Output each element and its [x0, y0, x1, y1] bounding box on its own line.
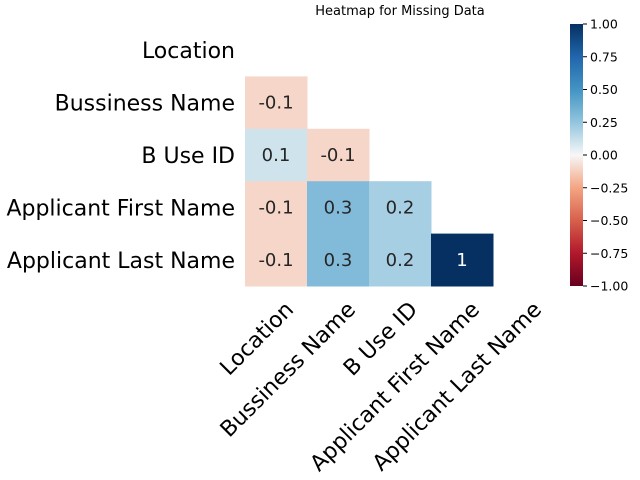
cell-value-label: 0.2: [386, 250, 415, 271]
row-label: Applicant First Name: [6, 196, 235, 221]
colorbar-tick-label: −0.75: [590, 246, 628, 261]
heatmap-cell: [307, 233, 370, 287]
heatmap-cell: [307, 128, 370, 182]
colorbar-tick-label: 0.75: [590, 49, 618, 64]
cell-value-label: 0.3: [324, 197, 353, 218]
heatmap-cells: -0.1 0.1 -0.1 -0.1 0.3 0.2 -0.1 0.3 0.2 1: [245, 76, 494, 287]
colorbar-tick-label: 0.50: [590, 82, 618, 97]
cell-value-label: 1: [456, 250, 467, 271]
cell-value-label: -0.1: [320, 145, 355, 166]
row-labels: Location Bussiness Name B Use ID Applicant …: [6, 39, 235, 274]
heatmap-cell: [369, 233, 432, 287]
row-label: Bussiness Name: [55, 92, 235, 117]
chart-title: Heatmap for Missing Data: [315, 4, 485, 19]
colorbar-tick-label: −1.00: [590, 279, 628, 294]
heatmap-cell: [245, 181, 308, 235]
heatmap-cell: [369, 181, 432, 235]
heatmap-cell: [245, 76, 308, 130]
cell-value-label: 0.3: [324, 250, 353, 271]
cell-value-label: 0.2: [386, 197, 415, 218]
colorbar-tick-label: 0.25: [590, 115, 618, 130]
row-label: Applicant Last Name: [7, 249, 235, 274]
cell-value-label: -0.1: [258, 93, 293, 114]
colorbar-tick-label: −0.50: [590, 213, 628, 228]
heatmap-cell: [431, 233, 494, 287]
colorbar-gradient: [570, 24, 583, 286]
colorbar-tick-label: −0.25: [590, 180, 628, 195]
heatmap-cell: [245, 128, 308, 182]
colorbar-tick-label: 0.00: [590, 148, 618, 163]
heatmap-cell: [307, 181, 370, 235]
colorbar-tick-label: 1.00: [590, 17, 618, 32]
row-label: B Use ID: [141, 144, 235, 169]
cell-value-label: -0.1: [258, 197, 293, 218]
cell-value-label: 0.1: [262, 145, 291, 166]
heatmap-cell: [245, 233, 308, 287]
cell-value-label: -0.1: [258, 250, 293, 271]
colorbar: 1.00 0.75 0.50 0.25 0.00 −0.25 −0.50 −0.75 −1.00: [570, 17, 628, 294]
row-label: Location: [142, 39, 235, 64]
